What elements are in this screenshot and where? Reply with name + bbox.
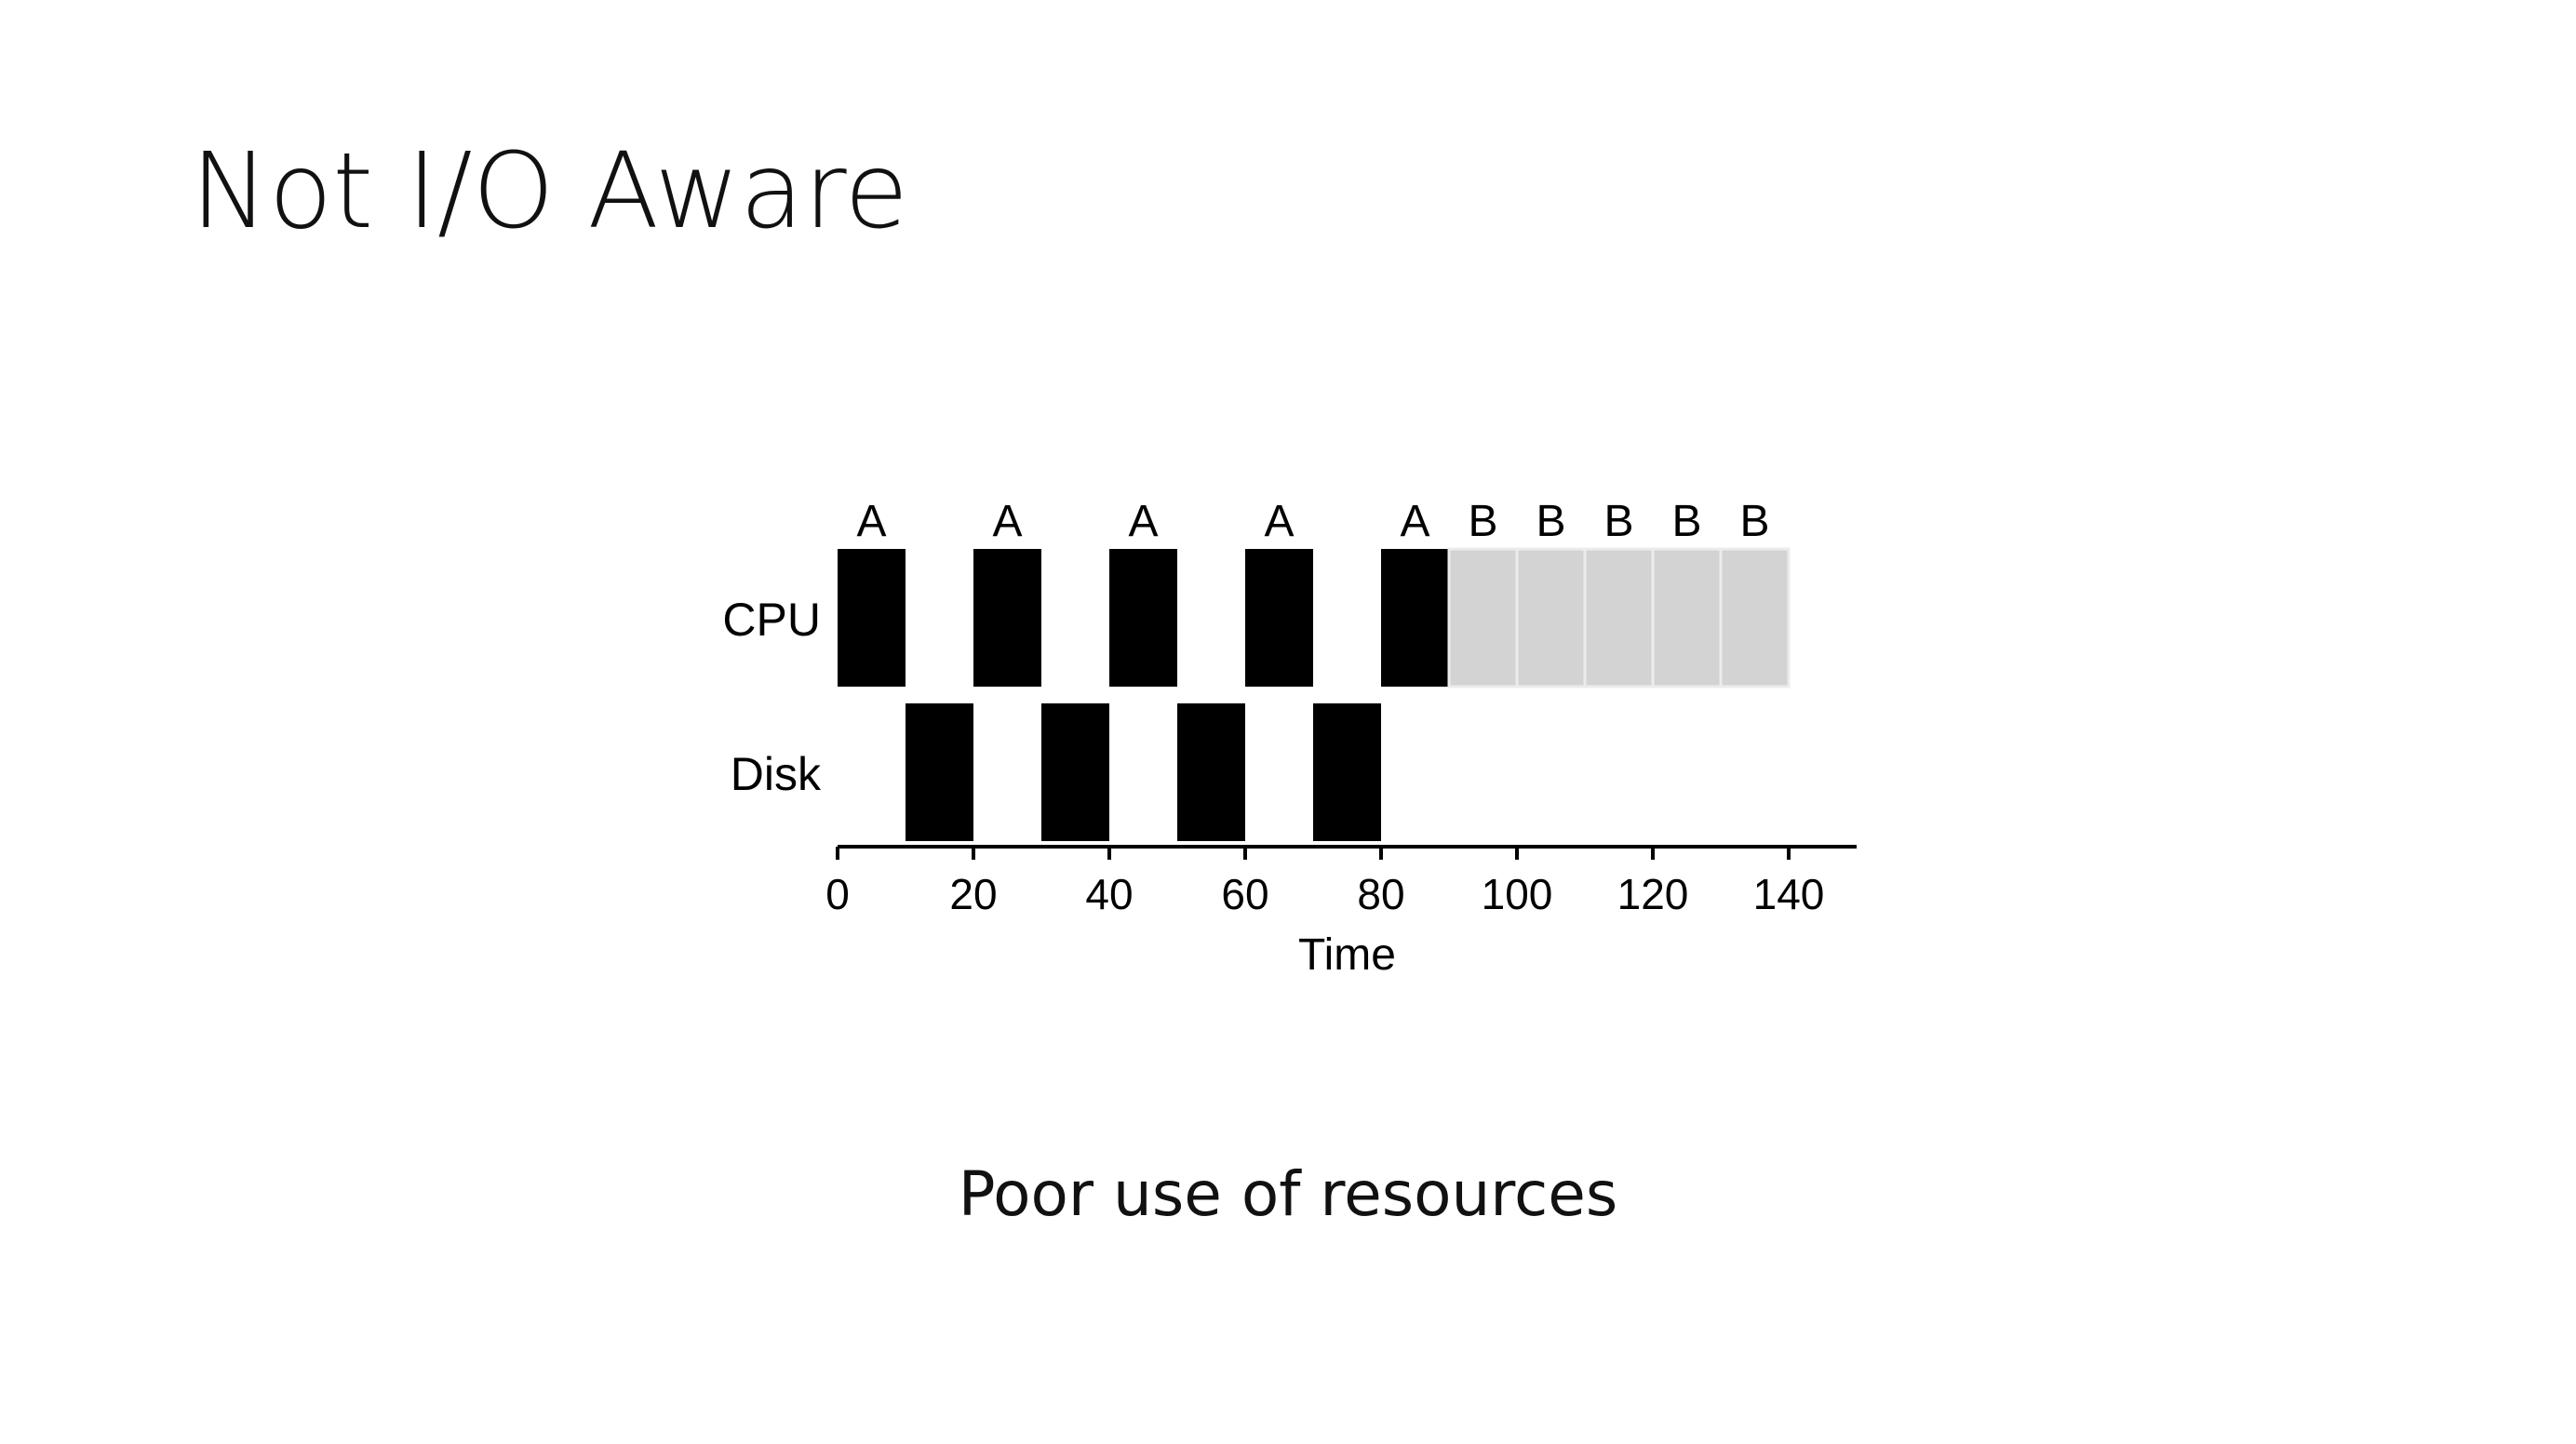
cpu-job-label: B bbox=[1739, 497, 1769, 546]
slide-title: Not I/O Aware bbox=[191, 131, 909, 252]
cpu-job-label: A bbox=[1400, 497, 1429, 546]
cpu-segment bbox=[1109, 549, 1177, 687]
slide-caption: Poor use of resources bbox=[958, 1158, 1618, 1230]
disk-segment bbox=[1177, 703, 1245, 841]
cpu-job-label: A bbox=[1128, 497, 1158, 546]
disk-segment bbox=[906, 703, 973, 841]
cpu-segment bbox=[1381, 549, 1449, 687]
cpu-job-label: A bbox=[856, 497, 886, 546]
x-tick-label: 140 bbox=[1753, 870, 1825, 918]
x-axis-label: Time bbox=[1298, 930, 1396, 980]
row-label-disk: Disk bbox=[731, 748, 822, 800]
x-tick-label: 40 bbox=[1085, 870, 1133, 918]
x-tick-label: 100 bbox=[1482, 870, 1553, 918]
cpu-job-label: B bbox=[1468, 497, 1497, 546]
cpu-segment bbox=[1245, 549, 1313, 687]
cpu-job-label: A bbox=[992, 497, 1022, 546]
cpu-segment bbox=[1651, 547, 1723, 689]
cpu-job-label: B bbox=[1536, 497, 1565, 546]
x-tick-label: 20 bbox=[949, 870, 997, 918]
x-tick-label: 60 bbox=[1221, 870, 1268, 918]
cpu-segment bbox=[1719, 547, 1791, 689]
cpu-segment bbox=[838, 549, 906, 687]
cpu-segment bbox=[973, 549, 1041, 687]
x-tick-label: 0 bbox=[825, 870, 850, 918]
disk-segment bbox=[1313, 703, 1381, 841]
cpu-job-label: B bbox=[1603, 497, 1633, 546]
cpu-segment bbox=[1515, 547, 1587, 689]
cpu-segment bbox=[1583, 547, 1655, 689]
disk-segment bbox=[1041, 703, 1109, 841]
cpu-segment bbox=[1447, 547, 1519, 689]
cpu-job-label: A bbox=[1264, 497, 1294, 546]
x-tick-label: 120 bbox=[1617, 870, 1689, 918]
x-tick-label: 80 bbox=[1357, 870, 1404, 918]
row-label-cpu: CPU bbox=[722, 594, 821, 646]
cpu-job-label: B bbox=[1671, 497, 1701, 546]
